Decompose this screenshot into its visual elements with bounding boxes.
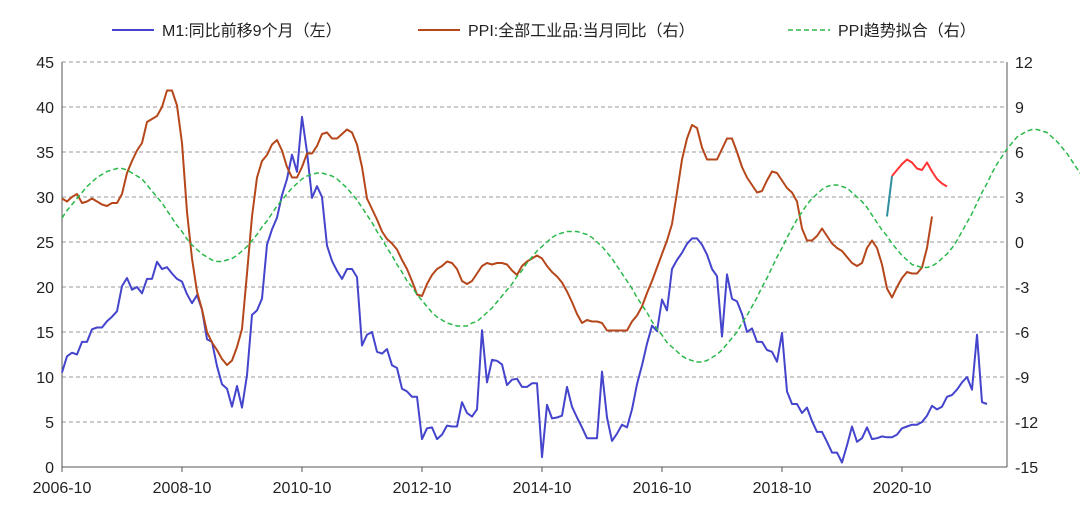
series-line	[886, 175, 893, 217]
left-tick-label: 20	[36, 280, 54, 297]
right-tick-label: -6	[1015, 325, 1029, 342]
series-line	[891, 158, 948, 188]
left-tick-label: 10	[36, 370, 54, 387]
series-line	[61, 89, 933, 366]
left-tick-label: 25	[36, 235, 54, 252]
right-tick-label: -9	[1015, 370, 1029, 387]
left-tick-label: 40	[36, 100, 54, 117]
plot-frame	[61, 62, 1008, 468]
right-tick-label: 0	[1015, 235, 1024, 252]
x-tick-label: 2014-10	[513, 480, 572, 497]
x-tick-label: 2012-10	[393, 480, 452, 497]
x-tick-label: 2018-10	[753, 480, 812, 497]
right-tick-label: 3	[1015, 190, 1024, 207]
left-tick-label: 45	[36, 55, 54, 72]
left-tick-label: 35	[36, 145, 54, 162]
left-tick-label: 5	[45, 415, 54, 432]
right-tick-label: 9	[1015, 100, 1024, 117]
left-tick-label: 0	[45, 460, 54, 477]
series-line	[61, 128, 1080, 363]
right-tick-label: -12	[1015, 415, 1038, 432]
x-axis-ticks: 2006-10 2008-10 2010-10 2012-10 2014-10 2016-…	[33, 467, 932, 497]
series-lines	[61, 89, 1080, 464]
legend-label: M1:同比前移9个月（左）	[162, 22, 342, 40]
legend-label: PPI趋势拟合（右）	[838, 22, 976, 40]
left-tick-label: 30	[36, 190, 54, 207]
series-line	[61, 115, 988, 464]
legend: M1:同比前移9个月（左） PPI:全部工业品:当月同比（右） PPI趋势拟合（右）	[112, 22, 976, 40]
right-tick-label: -15	[1015, 460, 1038, 477]
x-tick-label: 2010-10	[273, 480, 332, 497]
x-tick-label: 2006-10	[33, 480, 92, 497]
x-tick-label: 2020-10	[873, 480, 932, 497]
right-tick-label: 12	[1015, 55, 1033, 72]
x-tick-label: 2008-10	[153, 480, 212, 497]
grid-lines	[62, 61, 1007, 423]
right-tick-label: -3	[1015, 280, 1029, 297]
legend-label: PPI:全部工业品:当月同比（右）	[468, 22, 695, 40]
left-tick-label: 15	[36, 325, 54, 342]
right-axis-ticks: -15 -12 -9 -6 -3 0 3 6 9 12	[1015, 55, 1038, 477]
left-axis-ticks: 0 5 10 15 20 25 30 35 40 45	[36, 55, 54, 477]
x-tick-label: 2016-10	[633, 480, 692, 497]
right-tick-label: 6	[1015, 145, 1024, 162]
